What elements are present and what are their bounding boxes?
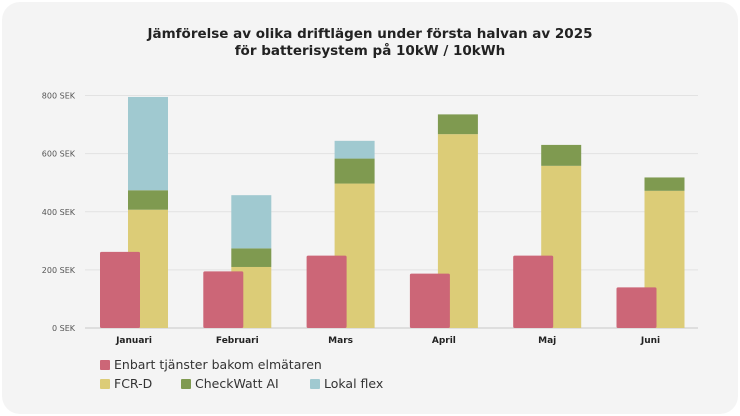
bar-enbart bbox=[306, 255, 347, 328]
bar-enbart bbox=[100, 251, 140, 328]
bar-checkwatt-ai bbox=[437, 114, 478, 135]
bar-lokal-flex bbox=[231, 195, 272, 249]
legend-item: Enbart tjänster bakom elmätaren bbox=[100, 357, 322, 372]
legend-label: Lokal flex bbox=[324, 376, 384, 391]
bar-enbart bbox=[409, 273, 450, 328]
x-tick-label: Juni bbox=[640, 336, 660, 346]
x-tick-label: Februari bbox=[216, 336, 259, 346]
legend-item: Lokal flex bbox=[310, 376, 383, 391]
y-tick-label: 200 SEK bbox=[42, 266, 76, 275]
legend-swatch bbox=[310, 378, 320, 389]
chart-title: Jämförelse av olika driftlägen under för… bbox=[0, 26, 740, 60]
bar-checkwatt-ai bbox=[128, 190, 168, 210]
legend-swatch bbox=[100, 359, 110, 370]
title-line-2: för batterisystem på 10kW / 10kWh bbox=[234, 43, 506, 59]
bar-checkwatt-ai bbox=[334, 158, 375, 184]
x-tick-label: Januari bbox=[115, 336, 152, 346]
legend-label: FCR-D bbox=[114, 376, 153, 391]
y-tick-label: 800 SEK bbox=[42, 92, 76, 101]
bar-checkwatt-ai bbox=[644, 177, 685, 191]
y-tick-label: 0 SEK bbox=[52, 324, 76, 333]
legend-label: CheckWatt AI bbox=[195, 376, 279, 391]
bar-enbart bbox=[513, 255, 554, 328]
legend-swatch bbox=[100, 378, 110, 389]
legend-swatch bbox=[181, 378, 191, 389]
bar-checkwatt-ai bbox=[231, 248, 272, 267]
legend-label: Enbart tjänster bakom elmätaren bbox=[114, 357, 322, 372]
legend-item: FCR-D bbox=[100, 376, 152, 391]
y-tick-label: 400 SEK bbox=[42, 208, 76, 217]
bar-enbart bbox=[203, 271, 244, 328]
x-tick-label: Maj bbox=[538, 336, 556, 346]
bar-checkwatt-ai bbox=[541, 144, 582, 166]
legend-item: CheckWatt AI bbox=[181, 376, 279, 391]
title-line-1: Jämförelse av olika driftlägen under för… bbox=[147, 26, 593, 42]
y-tick-label: 600 SEK bbox=[42, 150, 76, 159]
x-tick-label: Mars bbox=[328, 336, 353, 346]
x-tick-label: April bbox=[432, 336, 456, 346]
bar-enbart bbox=[616, 287, 657, 328]
bar-lokal-flex bbox=[128, 96, 168, 191]
bar-lokal-flex bbox=[334, 140, 375, 159]
